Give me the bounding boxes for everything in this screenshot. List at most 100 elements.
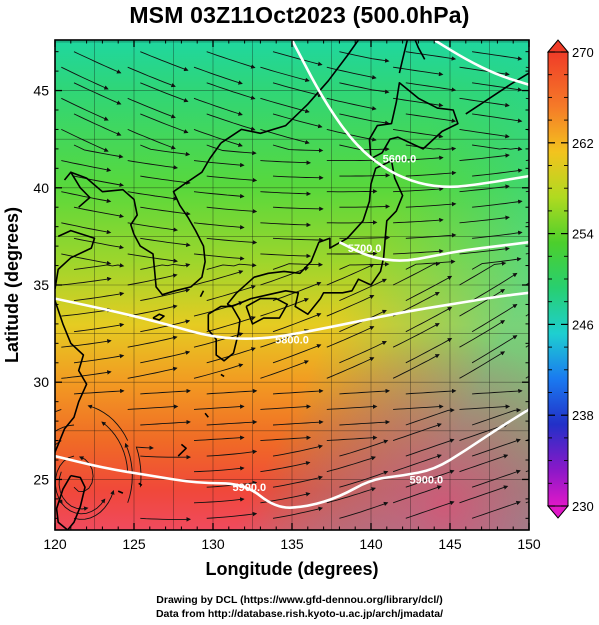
streamline [272, 262, 323, 270]
streamline [73, 291, 125, 302]
credit-drawing: Drawing by DCL (https://www.gfd-dennou.o… [156, 594, 443, 606]
streamline [471, 257, 522, 270]
streamline [393, 249, 444, 255]
streamline [392, 485, 442, 504]
streamlines [55, 51, 529, 522]
x-tick-label: 140 [359, 536, 383, 552]
streamline [272, 144, 324, 153]
streamline [206, 82, 256, 100]
streamline [206, 511, 258, 519]
colorbar: 270 262 254 246 238 230 [546, 39, 594, 519]
streamline [405, 113, 457, 123]
streamline [472, 144, 523, 151]
coastline [55, 300, 88, 455]
streamline [472, 230, 523, 239]
streamline [339, 388, 390, 395]
streamline [326, 404, 378, 410]
streamline [127, 191, 178, 201]
streamline [392, 261, 441, 286]
streamline [260, 160, 311, 165]
streamline [326, 435, 378, 442]
contour-label: 5700.0 [348, 243, 382, 255]
streamline [140, 288, 191, 302]
streamline [405, 407, 455, 426]
coastline [55, 229, 96, 290]
streamline [260, 66, 310, 83]
streamline [193, 497, 245, 504]
streamline [127, 273, 178, 286]
streamline [471, 438, 521, 457]
streamline [61, 160, 112, 172]
streamline [472, 168, 523, 177]
streamline [206, 175, 258, 183]
streamline [326, 97, 377, 111]
coastline [138, 482, 143, 486]
streamline [140, 454, 191, 460]
streamline [459, 351, 506, 379]
coastlines [55, 40, 529, 530]
streamline [73, 82, 122, 105]
streamline [326, 487, 376, 504]
streamline [471, 304, 518, 333]
streamline [206, 237, 258, 245]
streamline [193, 222, 245, 230]
streamline [339, 439, 389, 457]
streamline [61, 307, 112, 317]
streamline [260, 97, 310, 114]
streamline [127, 97, 176, 119]
streamline [140, 517, 191, 522]
streamline [326, 66, 377, 80]
streamline [272, 344, 322, 364]
streamline [260, 435, 311, 442]
streamline [459, 454, 509, 473]
streamline [393, 155, 444, 162]
streamline [260, 460, 311, 473]
streamline [272, 237, 324, 243]
streamline [472, 51, 523, 61]
y-tick-label: 25 [33, 471, 49, 487]
streamline [206, 449, 258, 457]
streamline [193, 435, 245, 442]
streamline [260, 222, 311, 228]
streamline [127, 66, 176, 88]
streamline [61, 222, 112, 235]
colorbar-ticks: 270 262 254 246 238 230 [548, 45, 594, 514]
streamline [326, 220, 378, 225]
height-contour [433, 40, 529, 86]
streamline [405, 144, 457, 152]
streamline [193, 128, 243, 147]
streamline [206, 206, 258, 214]
streamline [405, 170, 457, 177]
streamline [127, 335, 178, 348]
streamline [87, 404, 129, 441]
height-contour [338, 240, 529, 262]
streamline [260, 253, 311, 259]
x-tick-label: 145 [438, 536, 462, 552]
streamline [73, 353, 125, 364]
streamline [140, 206, 191, 216]
streamline [61, 370, 112, 379]
streamline [326, 263, 375, 286]
streamline [405, 51, 457, 61]
streamline [392, 354, 440, 379]
streamline [127, 404, 179, 410]
streamline [405, 338, 453, 364]
streamline [127, 160, 178, 170]
y-tick-label: 45 [33, 83, 49, 99]
streamline [206, 144, 257, 156]
x-tick-label: 135 [280, 536, 304, 552]
coastline [70, 171, 138, 235]
streamline [326, 326, 375, 348]
coastline [220, 373, 225, 378]
colorbar-tick-label: 230 [572, 499, 594, 514]
streamline [73, 175, 124, 188]
streamline [459, 404, 511, 410]
streamline [405, 500, 455, 519]
streamline [127, 222, 178, 232]
streamline [472, 82, 523, 92]
streamline [206, 285, 256, 302]
streamline [140, 82, 189, 103]
streamline [459, 184, 510, 193]
streamline [206, 388, 258, 395]
colorbar-tick-label: 262 [572, 136, 594, 151]
